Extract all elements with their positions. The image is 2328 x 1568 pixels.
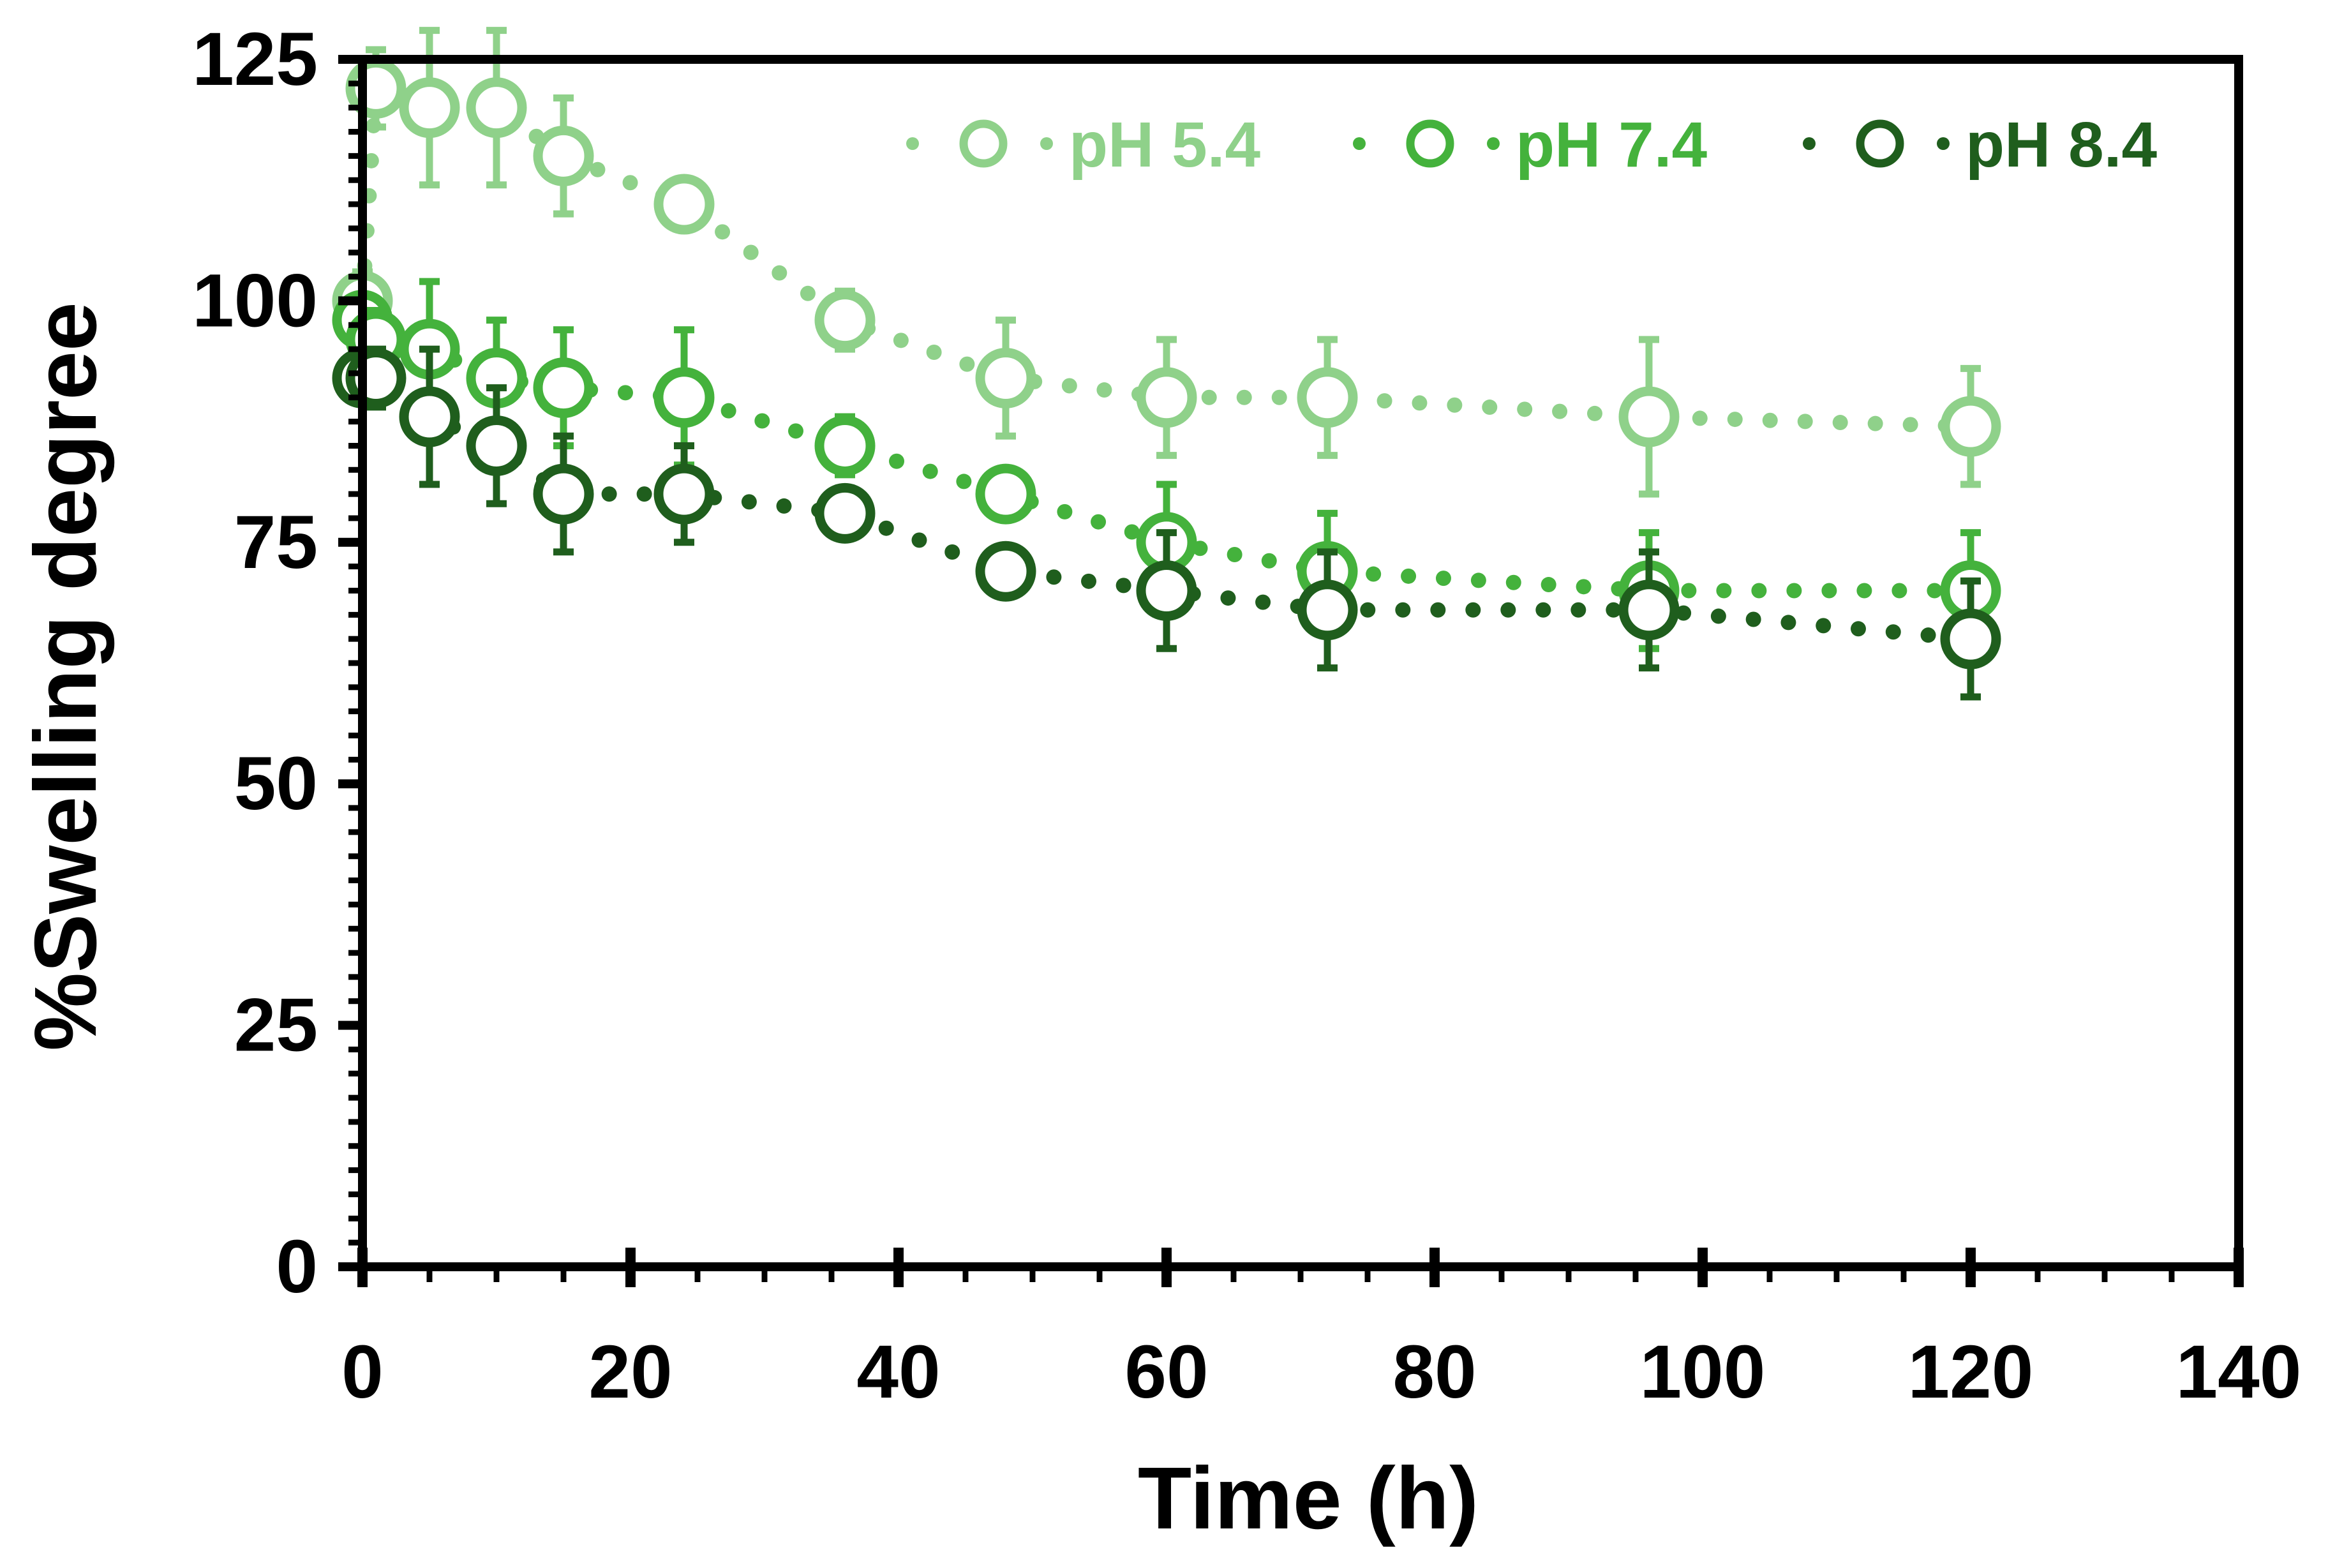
legend-dot [1803, 137, 1816, 150]
x-tick-label: 0 [341, 1330, 384, 1414]
data-point [975, 541, 1036, 602]
data-point [399, 386, 460, 447]
series-line [355, 77, 1978, 435]
data-point [1940, 396, 2001, 457]
legend-item: pH 5.4 [906, 109, 1260, 181]
data-point [814, 482, 876, 544]
legend-dot [1040, 137, 1053, 150]
data-point [1297, 579, 1358, 641]
y-tick-label: 75 [234, 500, 318, 585]
legend-marker [1406, 119, 1454, 168]
data-point [1618, 579, 1680, 641]
legend-item: pH 7.4 [1353, 109, 1707, 181]
data-point [533, 125, 594, 186]
data-point [975, 347, 1036, 408]
y-tick-label: 125 [192, 17, 318, 101]
x-tick-label: 20 [588, 1330, 672, 1414]
legend: pH 5.4 pH 7.4 pH 8.4 [906, 109, 2157, 181]
y-tick-label: 50 [234, 742, 318, 826]
x-tick-label: 120 [1908, 1330, 2034, 1414]
legend-dot [1937, 137, 1950, 150]
x-tick-label: 80 [1392, 1330, 1476, 1414]
data-point [1297, 367, 1358, 428]
ticks-layer: 0 25 50 75 100 125 0 20 40 60 80 100 120 140 [192, 17, 2301, 1414]
y-tick-label: 100 [192, 258, 318, 343]
x-tick-label: 60 [1124, 1330, 1208, 1414]
y-tick-label: 25 [234, 983, 318, 1068]
legend-dot [1487, 137, 1500, 150]
data-point [533, 357, 594, 419]
data-point [975, 463, 1036, 525]
legend-label: pH 8.4 [1966, 109, 2157, 181]
data-point [814, 415, 876, 476]
legend-dot [906, 137, 919, 150]
legend-marker [959, 119, 1008, 168]
y-tick-label: 0 [276, 1225, 318, 1309]
data-point [466, 77, 527, 138]
data-point [466, 415, 527, 476]
data-point [399, 77, 460, 138]
x-tick-label: 140 [2176, 1330, 2302, 1414]
data-point [1618, 386, 1680, 447]
y-axis-title: %Swelling degree [17, 302, 115, 1050]
data-point [814, 290, 876, 351]
legend-label: pH 5.4 [1069, 109, 1260, 181]
legend-item: pH 8.4 [1803, 109, 2157, 181]
series-ph-8.4 [332, 345, 2001, 701]
x-axis-title: Time (h) [1138, 1449, 1479, 1548]
series-layer [332, 27, 2001, 701]
legend-label: pH 7.4 [1516, 109, 1707, 181]
data-point [1136, 367, 1197, 428]
data-point [533, 463, 594, 525]
legend-dot [1353, 137, 1366, 150]
data-point [1136, 560, 1197, 621]
legend-marker [1856, 119, 1904, 168]
data-point [653, 463, 715, 525]
data-point [653, 367, 715, 428]
x-tick-label: 40 [856, 1330, 940, 1414]
data-point [1940, 608, 2001, 669]
x-tick-label: 100 [1640, 1330, 1766, 1414]
data-point [653, 174, 715, 235]
